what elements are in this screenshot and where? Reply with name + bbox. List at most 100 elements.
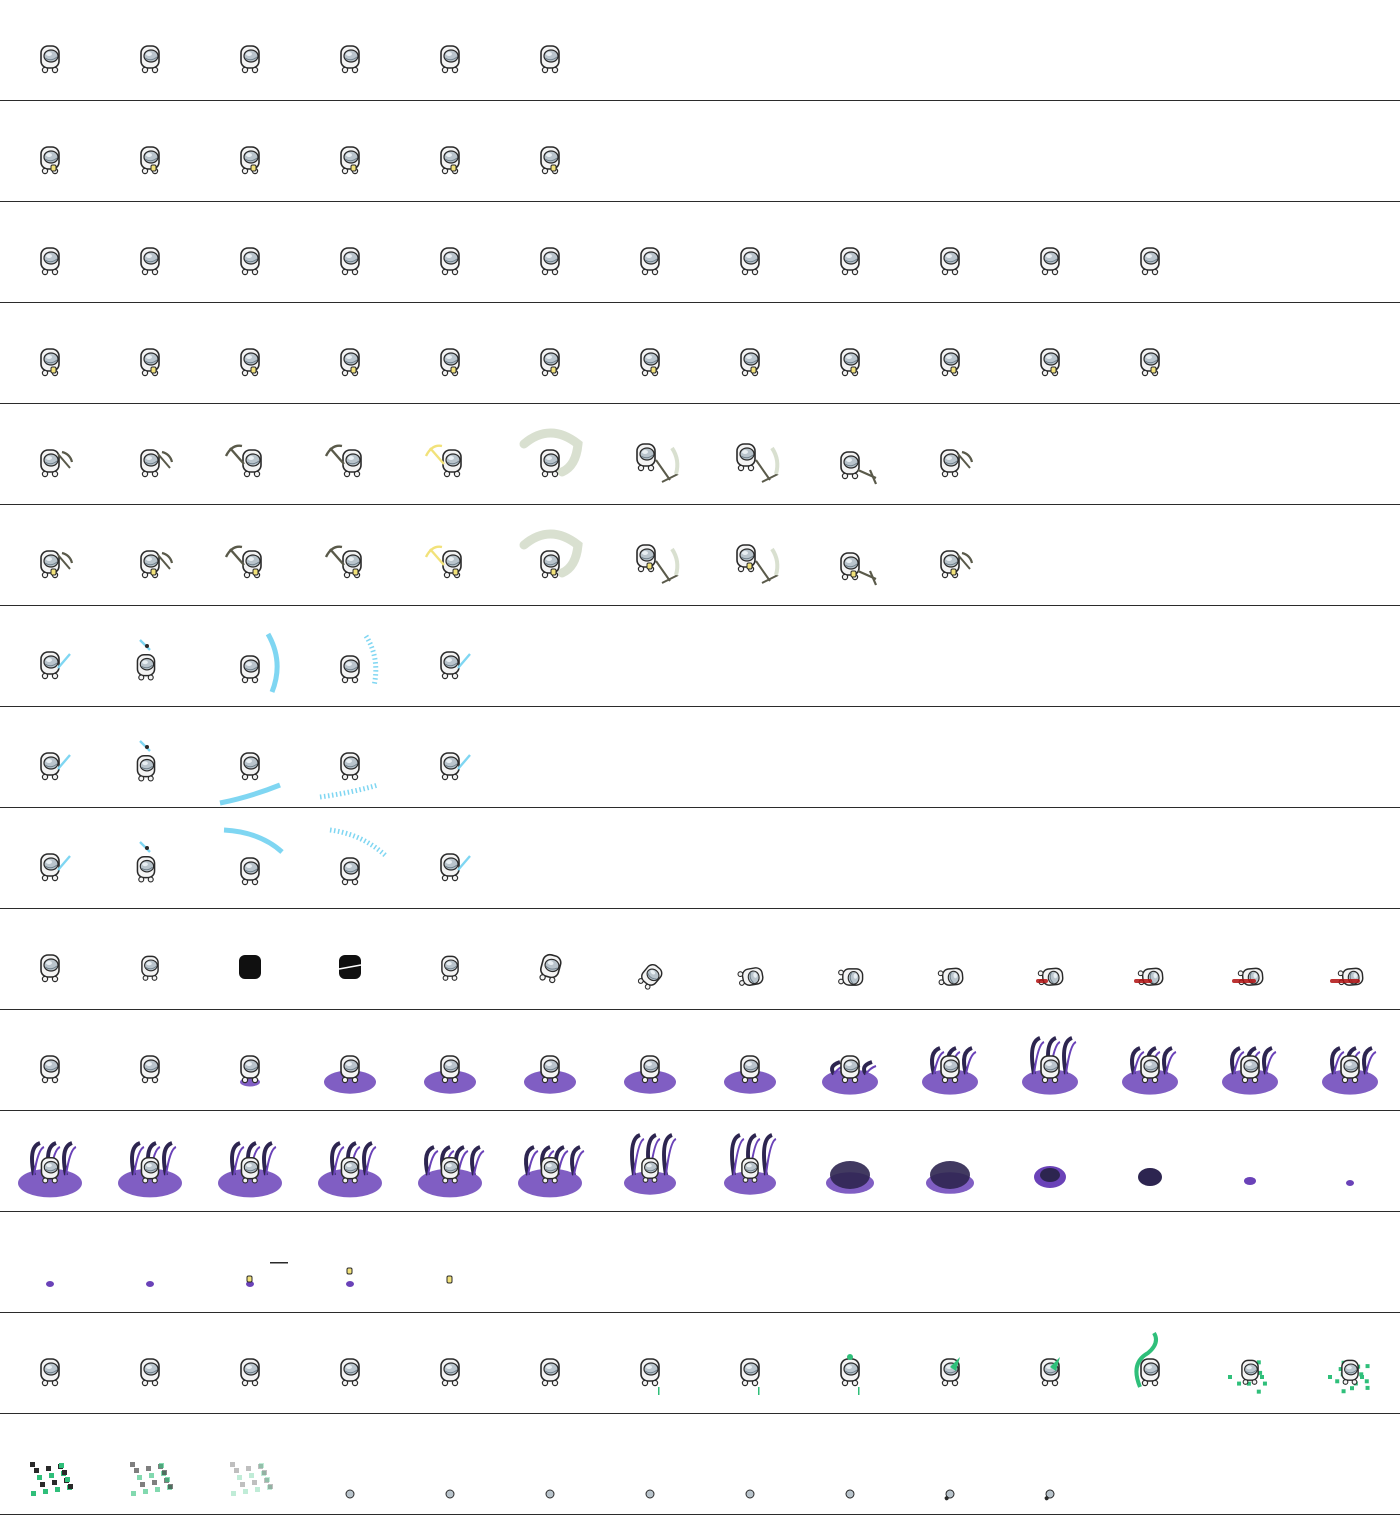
miner-sprite-icon	[1322, 1046, 1378, 1095]
sprite-frame-ice-ready	[0, 707, 100, 807]
miner-sprite-icon	[740, 247, 760, 276]
miner-sprite-icon	[1222, 1046, 1278, 1095]
miner-sprite-icon	[540, 247, 560, 276]
miner-sprite-icon	[246, 1275, 254, 1287]
miner-sprite-icon	[1034, 1166, 1066, 1188]
miner-sprite-icon	[724, 1055, 776, 1094]
sprite-frame-fall4	[900, 909, 1000, 1009]
animation-row-void-consume	[0, 1111, 1400, 1212]
sprite-frame-heal-cloud-fade	[100, 1414, 200, 1514]
sprite-frame-ice-ready	[400, 606, 500, 706]
sprite-frame-idle	[400, 0, 500, 100]
sprite-frame-lantern-only	[400, 1212, 500, 1312]
sprite-frame-idle-lantern	[200, 303, 300, 403]
miner-sprite-icon	[338, 955, 362, 979]
miner-sprite-icon	[740, 1358, 760, 1395]
sprite-frame-pick-ready	[100, 404, 200, 504]
sprite-frame-ice-arc-v	[200, 606, 300, 706]
miner-sprite-icon	[230, 1462, 273, 1496]
sprite-frame-ice-ready	[400, 707, 500, 807]
sprite-frame-void-tendrils-tall	[1000, 1010, 1100, 1110]
sprite-frame-idle-lantern	[1000, 303, 1100, 403]
miner-sprite-icon	[519, 428, 583, 478]
miner-sprite-icon	[240, 247, 260, 276]
miner-sprite-icon	[645, 1489, 655, 1499]
miner-sprite-icon	[845, 1489, 855, 1499]
sprite-frame-ice-arc-high	[200, 808, 300, 908]
miner-sprite-icon	[724, 1133, 777, 1195]
sprite-frame-idle	[400, 1313, 500, 1413]
miner-sprite-icon	[40, 954, 60, 983]
miner-sprite-icon	[424, 444, 462, 478]
sprite-frame-idle	[300, 0, 400, 100]
sprite-frame-fall3	[800, 909, 900, 1009]
miner-sprite-icon	[340, 348, 360, 377]
sprite-frame-idle	[400, 202, 500, 302]
miner-sprite-icon	[340, 247, 360, 276]
animation-row-walk	[0, 202, 1400, 303]
sprite-frame-heal-burst	[1200, 1313, 1300, 1413]
sprite-frame-pick-raise-glow-l	[400, 505, 500, 605]
sprite-frame-idle	[0, 202, 100, 302]
sprite-frame-pick-strike2-l	[700, 505, 800, 605]
sprite-frame-heal-burst-big	[1300, 1313, 1400, 1413]
sprite-frame-pick-ready-l	[100, 505, 200, 605]
sprite-frame-idle-lantern	[100, 101, 200, 201]
miner-sprite-icon	[118, 1141, 182, 1198]
miner-sprite-icon	[922, 1046, 978, 1095]
sprite-frame-pick-down	[800, 404, 900, 504]
sprite-frame-idle	[0, 1010, 100, 1110]
miner-sprite-icon	[540, 348, 560, 377]
miner-sprite-icon	[239, 955, 261, 979]
sprite-frame-heal-swirl	[1100, 1313, 1200, 1413]
animation-row-void-rise	[0, 1010, 1400, 1111]
sprite-frame-idle-lantern	[900, 303, 1000, 403]
miner-sprite-icon	[524, 1055, 576, 1094]
miner-sprite-icon	[340, 146, 360, 175]
sprite-frame-void-dot	[100, 1212, 200, 1312]
miner-sprite-icon	[40, 752, 71, 781]
miner-sprite-icon	[518, 1145, 585, 1198]
sprite-frame-idle	[0, 0, 100, 100]
sprite-frame-idle	[200, 1313, 300, 1413]
miner-sprite-icon	[540, 1358, 560, 1387]
sprite-frame-head	[600, 1414, 700, 1514]
miner-sprite-icon	[745, 1489, 755, 1499]
sprite-frame-void-big	[100, 1111, 200, 1211]
animation-row-void-end	[0, 1212, 1400, 1313]
sprite-frame-pick-raise	[300, 404, 400, 504]
miner-sprite-icon	[324, 1055, 376, 1094]
miner-sprite-icon	[424, 1055, 476, 1094]
miner-sprite-icon	[1044, 1489, 1055, 1501]
miner-sprite-icon	[540, 45, 560, 74]
miner-sprite-icon	[840, 247, 860, 276]
miner-sprite-icon	[440, 45, 460, 74]
sprite-frame-pick-strike-l	[600, 505, 700, 605]
miner-sprite-icon	[240, 1055, 260, 1087]
miner-sprite-icon	[329, 827, 388, 886]
sprite-frame-void-tendrils	[1100, 1010, 1200, 1110]
sprite-frame-void-tendrils	[1200, 1010, 1300, 1110]
miner-sprite-icon	[140, 247, 160, 276]
sprite-frame-void-dark	[900, 1111, 1000, 1211]
sprite-frame-idle	[500, 1313, 600, 1413]
miner-sprite-icon	[46, 1281, 54, 1287]
sprite-frame-ice-spray-v	[300, 606, 400, 706]
miner-sprite-icon	[1134, 967, 1164, 986]
miner-sprite-icon	[1140, 247, 1160, 276]
miner-sprite-icon	[838, 968, 864, 986]
sprite-frame-void-pool	[400, 1010, 500, 1110]
miner-sprite-icon	[440, 146, 460, 175]
sprite-frame-ice-ready	[0, 606, 100, 706]
sprite-frame-heal-leaf	[1000, 1313, 1100, 1413]
miner-sprite-icon	[737, 967, 764, 986]
miner-sprite-icon	[30, 1462, 73, 1496]
sprite-frame-void-tendrils	[1300, 1010, 1400, 1110]
sprite-frame-pick-raise	[200, 404, 300, 504]
sprite-frame-idle-lantern	[100, 303, 200, 403]
miner-sprite-icon	[146, 1281, 154, 1287]
miner-sprite-icon	[318, 1141, 382, 1198]
animation-row-heal-fade	[0, 1414, 1400, 1515]
miner-sprite-icon	[240, 632, 280, 693]
